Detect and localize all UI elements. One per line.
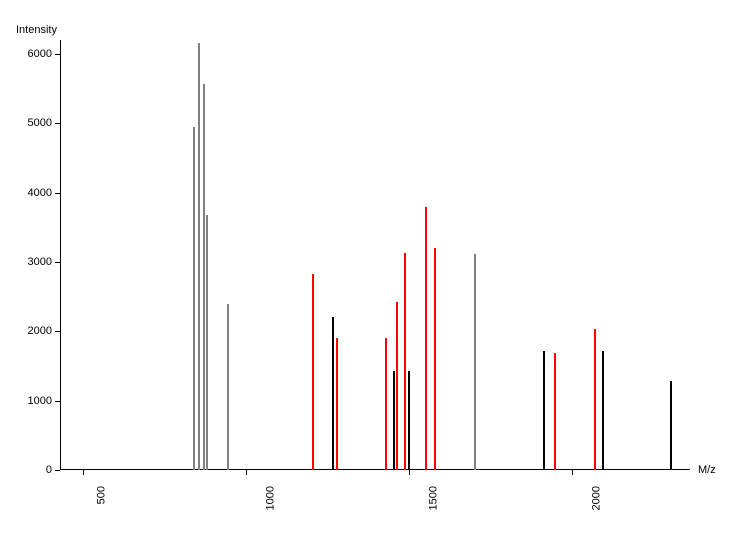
- x-tick-label: 2000: [591, 486, 603, 510]
- peak-bar: [198, 43, 200, 470]
- peak-bar: [404, 253, 406, 470]
- peak-bar: [332, 317, 334, 470]
- x-tick-label: 1000: [265, 486, 277, 510]
- x-tick: [83, 470, 84, 475]
- peak-bar: [312, 274, 314, 470]
- y-tick-label: 1000: [2, 395, 52, 407]
- peak-bar: [602, 351, 604, 470]
- peak-bar: [408, 371, 410, 470]
- y-tick: [55, 262, 60, 263]
- peak-bar: [474, 254, 476, 470]
- y-tick-label: 3000: [2, 256, 52, 268]
- y-tick: [55, 331, 60, 332]
- peak-bar: [336, 338, 338, 470]
- peak-bar: [594, 329, 596, 470]
- peak-bar: [554, 353, 556, 470]
- y-tick-label: 4000: [2, 187, 52, 199]
- peak-bar: [206, 215, 208, 470]
- peak-bar: [543, 351, 545, 470]
- peak-bar: [393, 371, 395, 470]
- y-tick-label: 6000: [2, 48, 52, 60]
- y-tick: [55, 401, 60, 402]
- y-tick: [55, 193, 60, 194]
- peak-bar: [203, 84, 205, 470]
- y-axis-title: Intensity: [16, 24, 57, 36]
- peak-bar: [227, 304, 229, 470]
- peak-bar: [425, 207, 427, 470]
- x-tick: [572, 470, 573, 475]
- x-tick-label: 1500: [428, 486, 440, 510]
- chart-stage: Intensity M/z 0 1000 2000 3000 4000 5000 6000 5…: [0, 0, 750, 540]
- y-tick-label: 5000: [2, 117, 52, 129]
- y-tick: [55, 470, 60, 471]
- plot-area: [60, 40, 690, 470]
- y-tick: [55, 123, 60, 124]
- y-tick-label: 0: [2, 464, 52, 476]
- y-tick: [55, 54, 60, 55]
- y-tick-label: 2000: [2, 325, 52, 337]
- y-axis-line: [60, 40, 61, 470]
- peak-bar: [434, 248, 436, 470]
- x-tick: [409, 470, 410, 475]
- peak-bar: [670, 381, 672, 470]
- peak-bar: [385, 338, 387, 470]
- x-tick-label: 500: [95, 486, 107, 504]
- peak-bar: [396, 302, 398, 470]
- peak-bar: [193, 127, 195, 470]
- x-axis-title: M/z: [698, 464, 716, 476]
- x-tick: [246, 470, 247, 475]
